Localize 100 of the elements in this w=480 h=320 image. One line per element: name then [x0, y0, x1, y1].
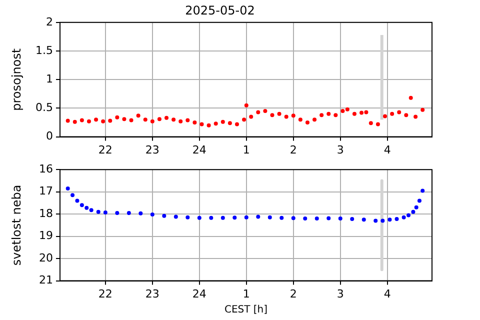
y-axis-title: prosojnost [9, 48, 24, 111]
point [115, 115, 120, 120]
x-tick-label: 2 [290, 287, 297, 300]
point [291, 216, 296, 220]
point [108, 118, 112, 123]
y-tick-label: 0 [46, 130, 53, 143]
point [150, 212, 154, 217]
point [263, 109, 268, 114]
point [178, 119, 183, 124]
x-tick-label: 4 [384, 287, 391, 300]
point [338, 216, 342, 221]
point [420, 188, 425, 193]
x-tick-label: 23 [145, 143, 160, 156]
point [242, 118, 246, 122]
point [122, 117, 126, 122]
x-axis-title: CEST [h] [224, 304, 268, 316]
point [75, 198, 80, 203]
point [249, 114, 254, 119]
y-tick-label: 1 [46, 72, 53, 86]
point [364, 110, 368, 114]
point [115, 210, 120, 215]
point [268, 215, 272, 220]
point [340, 109, 345, 114]
point [345, 107, 350, 112]
y-tick-label: 19 [39, 229, 53, 242]
point [150, 119, 154, 124]
point [209, 216, 214, 220]
point [394, 216, 399, 221]
point [186, 118, 190, 122]
point [172, 118, 176, 122]
point [352, 112, 356, 116]
x-tick-label: 1 [242, 143, 250, 156]
point [360, 110, 364, 115]
point [206, 123, 211, 128]
y-tick-label: 1.5 [36, 44, 53, 57]
x-tick-label: 1 [242, 287, 250, 300]
point [417, 198, 422, 203]
point [214, 122, 218, 126]
y-tick-label: 2 [46, 15, 53, 28]
point [232, 216, 237, 220]
point [244, 215, 248, 220]
point [80, 118, 84, 122]
point [96, 210, 100, 214]
point [291, 114, 296, 118]
point [136, 114, 140, 118]
point [234, 122, 239, 126]
point [228, 121, 232, 126]
x-tick-label: 23 [145, 287, 160, 300]
point [334, 113, 338, 118]
point [197, 216, 202, 220]
y-axis-title: svetlost neba [9, 184, 24, 266]
point [70, 193, 75, 198]
y-tick-label: 21 [39, 274, 53, 287]
point [414, 205, 418, 210]
y-tick-label: 17 [39, 184, 53, 198]
point [101, 119, 106, 124]
point [277, 112, 282, 116]
point [89, 208, 94, 212]
point [103, 210, 108, 215]
point [220, 216, 225, 220]
point [284, 114, 288, 119]
x-tick-label: 22 [98, 287, 112, 300]
point [406, 213, 411, 218]
point [326, 112, 331, 116]
x-tick-label: 4 [384, 143, 391, 156]
point [320, 113, 324, 118]
point [380, 218, 385, 223]
point [404, 113, 408, 118]
point [303, 216, 308, 221]
point [162, 214, 166, 218]
x-tick-label: 22 [98, 143, 112, 156]
point [84, 206, 89, 210]
point [420, 108, 425, 112]
point [86, 119, 91, 124]
point [362, 218, 366, 222]
point [305, 120, 310, 124]
point [368, 121, 373, 126]
point [220, 120, 225, 124]
point [157, 117, 162, 122]
point [402, 215, 406, 220]
point [280, 216, 284, 220]
x-tick-label: 24 [192, 143, 206, 156]
x-tick-label: 24 [192, 287, 206, 300]
point [374, 218, 378, 223]
point [414, 114, 418, 119]
y-tick-label: 20 [39, 251, 53, 264]
point [126, 210, 131, 215]
chart-title: 2025-05-02 [185, 3, 255, 18]
point [192, 120, 197, 124]
point [200, 122, 204, 126]
point [256, 110, 260, 114]
point [270, 113, 274, 118]
point [397, 110, 402, 114]
point [408, 96, 413, 100]
point [411, 210, 416, 214]
point [326, 216, 331, 220]
point [390, 112, 394, 116]
point [94, 118, 98, 122]
point [244, 103, 248, 108]
point [383, 114, 388, 118]
